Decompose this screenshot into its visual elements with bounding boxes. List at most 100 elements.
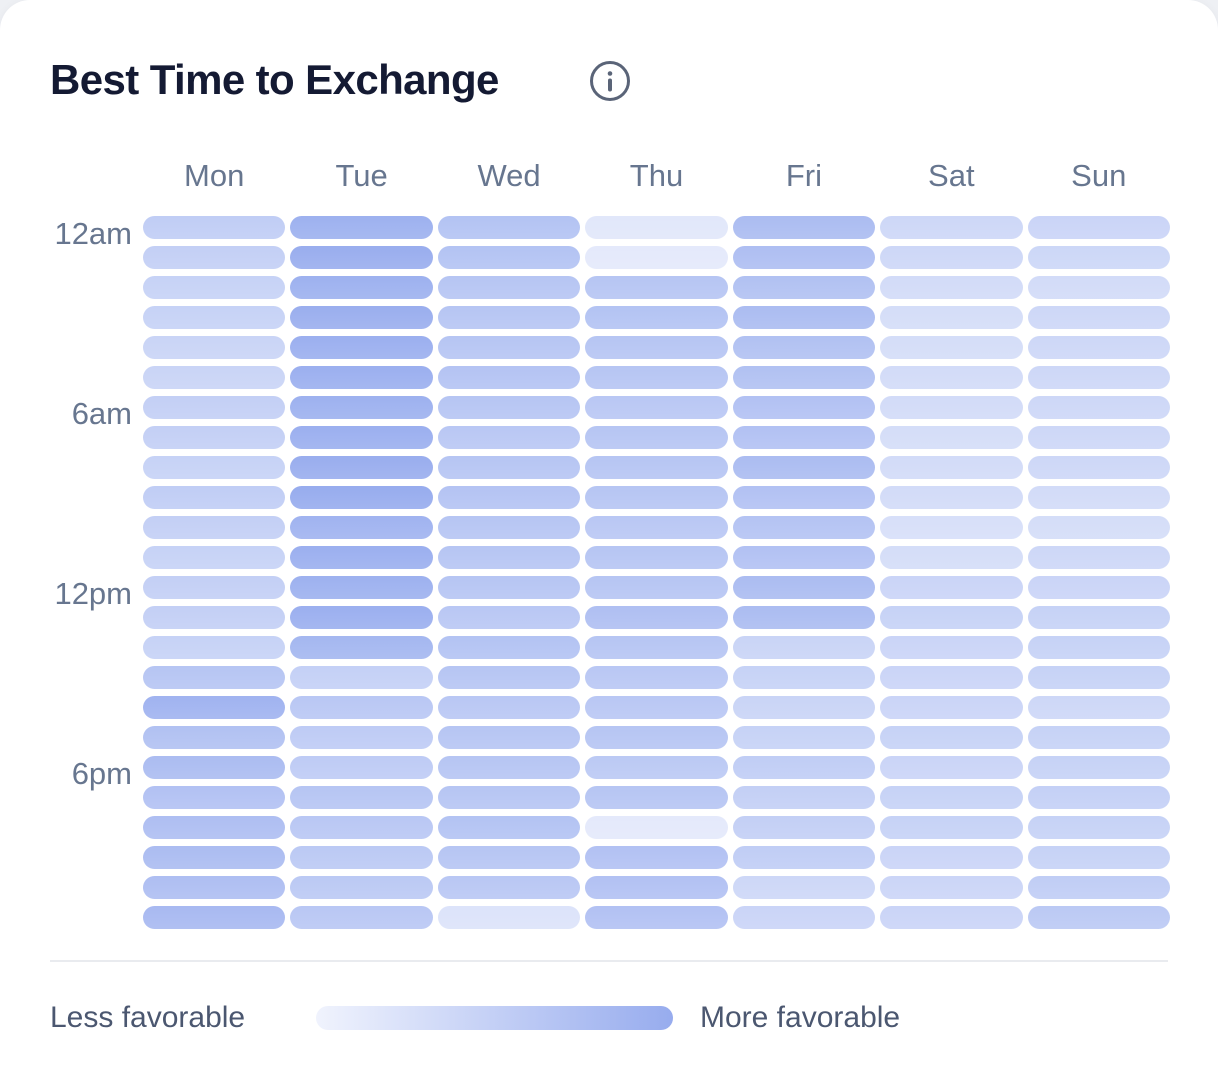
heat-cell (290, 546, 433, 569)
heat-row (143, 606, 1170, 629)
heat-cell (1027, 246, 1170, 269)
heat-cell (1027, 906, 1170, 929)
heat-cell (585, 786, 728, 809)
heat-row (143, 846, 1170, 869)
heat-cell (1027, 636, 1170, 659)
heat-cell (290, 276, 433, 299)
heat-row (143, 666, 1170, 689)
heat-cell (585, 636, 728, 659)
heat-cell (1027, 666, 1170, 689)
heat-cell (437, 576, 581, 599)
heat-cell (1027, 786, 1170, 809)
heat-cell (290, 486, 433, 509)
heat-cell (290, 816, 433, 839)
heat-cell (143, 876, 286, 899)
heat-cell (880, 726, 1023, 749)
heat-cell (585, 816, 728, 839)
heat-cell (732, 276, 876, 299)
heat-cell (732, 336, 876, 359)
heat-cell (1027, 606, 1170, 629)
heat-cell (880, 246, 1023, 269)
heat-cell (143, 846, 286, 869)
heat-cell (143, 426, 286, 449)
info-icon[interactable] (588, 59, 632, 103)
heat-cell (585, 516, 728, 539)
divider (50, 960, 1168, 962)
heatmap-grid (143, 216, 1170, 936)
heat-cell (1027, 756, 1170, 779)
heat-cell (732, 216, 876, 239)
heat-cell (585, 606, 728, 629)
heat-row (143, 396, 1170, 419)
heat-cell (732, 636, 876, 659)
heat-cell (880, 576, 1023, 599)
heat-cell (143, 906, 286, 929)
heat-cell (585, 906, 728, 929)
heat-cell (732, 756, 876, 779)
heat-cell (143, 516, 286, 539)
heat-cell (290, 576, 433, 599)
heat-cell (585, 396, 728, 419)
heat-cell (437, 756, 581, 779)
heat-row (143, 486, 1170, 509)
heat-row (143, 456, 1170, 479)
heat-cell (585, 456, 728, 479)
heat-cell (732, 906, 876, 929)
heat-row (143, 576, 1170, 599)
heat-cell (143, 576, 286, 599)
heat-cell (732, 576, 876, 599)
heat-cell (437, 456, 581, 479)
heat-cell (437, 546, 581, 569)
heat-row (143, 426, 1170, 449)
heat-cell (143, 786, 286, 809)
heat-cell (585, 246, 728, 269)
heat-cell (290, 336, 433, 359)
heat-cell (290, 426, 433, 449)
heat-cell (437, 516, 581, 539)
heat-cell (585, 756, 728, 779)
heat-row (143, 906, 1170, 929)
heat-cell (290, 306, 433, 329)
heat-cell (880, 396, 1023, 419)
heat-cell (143, 456, 286, 479)
heat-cell (437, 306, 581, 329)
heat-cell (143, 756, 286, 779)
heat-cell (880, 906, 1023, 929)
heat-cell (880, 696, 1023, 719)
heat-cell (1027, 216, 1170, 239)
heat-cell (1027, 876, 1170, 899)
heat-cell (290, 216, 433, 239)
heat-cell (437, 906, 581, 929)
heat-row (143, 726, 1170, 749)
heat-cell (290, 636, 433, 659)
heat-cell (143, 276, 286, 299)
heat-cell (290, 786, 433, 809)
heat-cell (290, 396, 433, 419)
heat-row (143, 276, 1170, 299)
heat-cell (437, 876, 581, 899)
heat-cell (437, 726, 581, 749)
heat-cell (732, 606, 876, 629)
hour-label-12pm: 12pm (54, 576, 132, 611)
heat-cell (732, 516, 876, 539)
heat-cell (585, 366, 728, 389)
heat-cell (585, 426, 728, 449)
day-header-sun: Sun (1071, 158, 1127, 193)
heat-cell (732, 696, 876, 719)
heat-cell (880, 846, 1023, 869)
day-header-sat: Sat (928, 158, 975, 193)
day-header-thu: Thu (629, 158, 684, 193)
hour-label-6am: 6am (71, 396, 132, 431)
legend-gradient-bar (316, 1006, 673, 1030)
heat-cell (437, 816, 581, 839)
hour-axis: 12am 6am 12pm 6pm (0, 216, 132, 936)
heat-cell (585, 486, 728, 509)
heat-cell (290, 666, 433, 689)
heat-cell (143, 696, 286, 719)
heat-cell (437, 786, 581, 809)
heat-cell (585, 726, 728, 749)
heat-cell (1027, 366, 1170, 389)
heat-cell (880, 426, 1023, 449)
heat-cell (732, 246, 876, 269)
heat-cell (880, 216, 1023, 239)
